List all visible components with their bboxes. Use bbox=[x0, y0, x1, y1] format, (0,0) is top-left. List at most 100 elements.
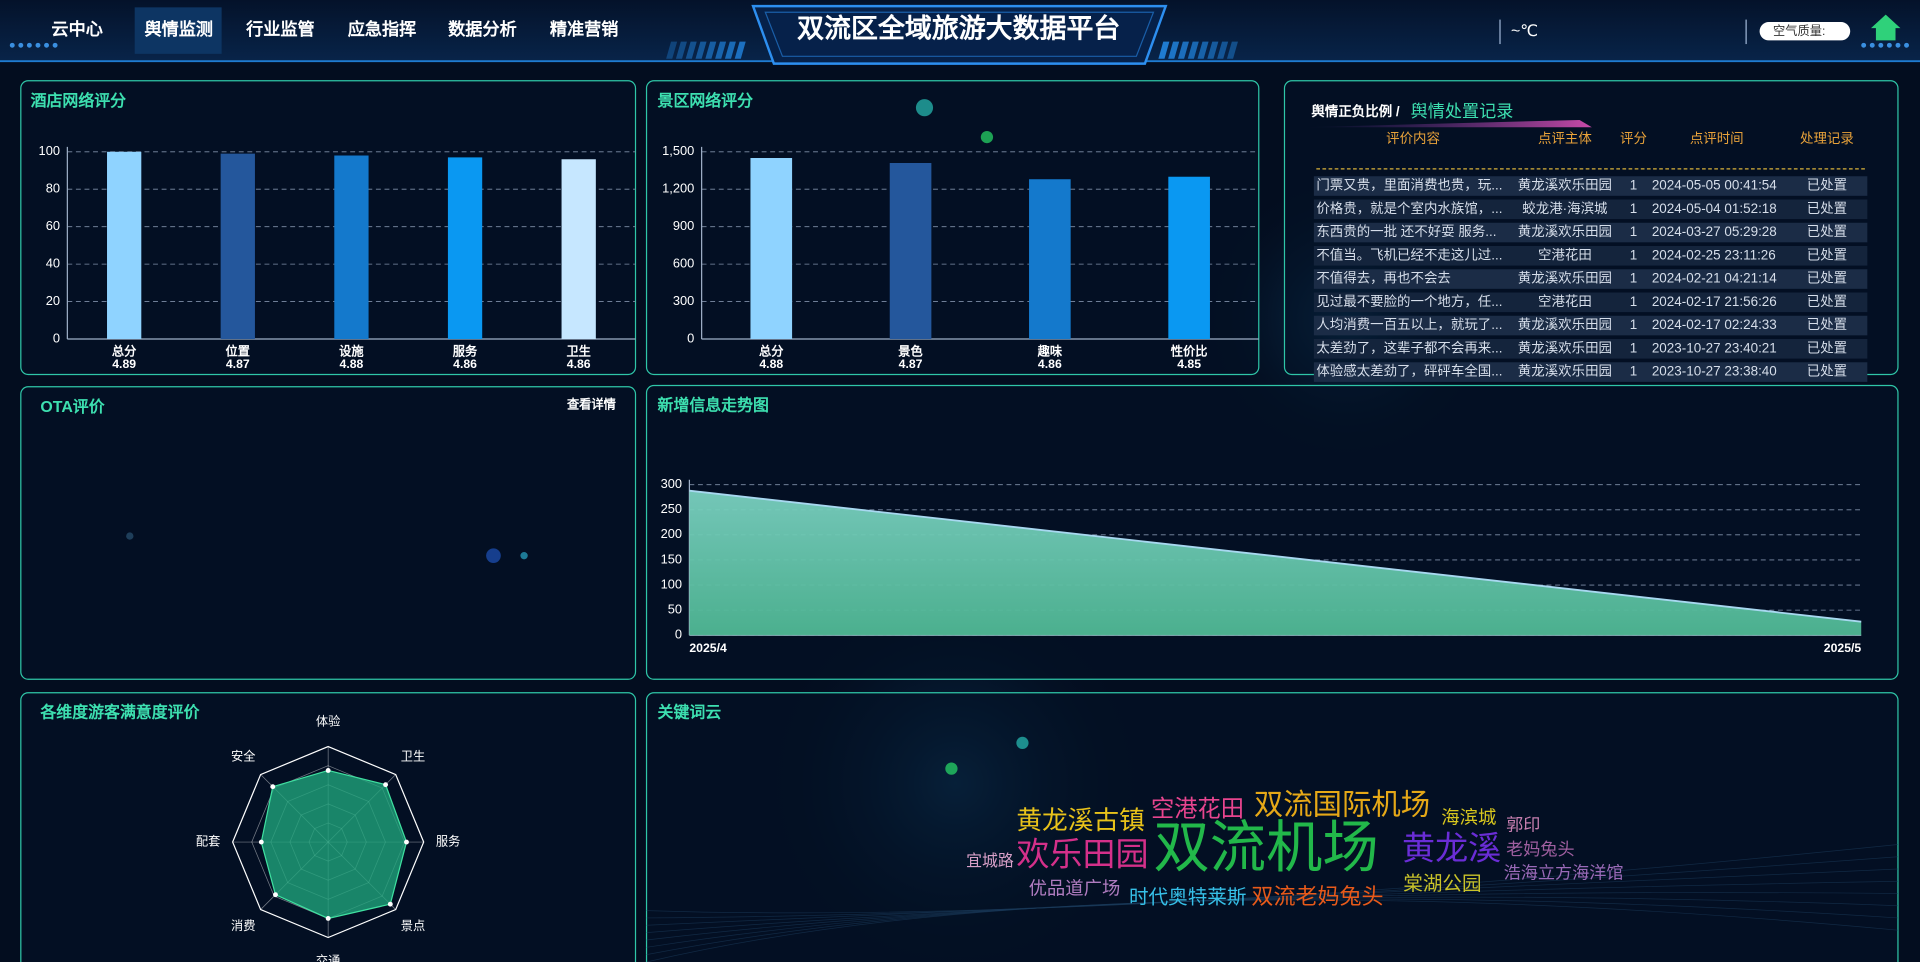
table-cell: 2024-02-21 04:21:14 bbox=[1652, 271, 1777, 286]
bar bbox=[334, 155, 369, 340]
radar-ring bbox=[231, 745, 425, 939]
x-tick-label: 卫生 bbox=[566, 344, 590, 359]
y-tick-label: 300 bbox=[673, 293, 694, 308]
column-header: 评分 bbox=[1620, 131, 1647, 146]
table-row bbox=[1313, 199, 1868, 220]
page-title: 双流区全域旅游大数据平台 bbox=[797, 13, 1120, 44]
table-cell: 门票又贵，里面消费也贵，玩... bbox=[1316, 178, 1502, 193]
nav-item[interactable]: 行业监管 bbox=[245, 19, 315, 39]
table-row bbox=[1313, 246, 1868, 266]
table-cell: 1 bbox=[1630, 178, 1637, 193]
stripe bbox=[666, 41, 678, 59]
radar-point bbox=[387, 901, 393, 907]
keyword: 黄龙溪古镇 bbox=[1016, 806, 1144, 835]
table-cell: 已处置 bbox=[1807, 317, 1847, 332]
score-label: 4.87 bbox=[899, 357, 923, 371]
nav-item[interactable]: 舆情监测 bbox=[145, 19, 214, 39]
dot bbox=[9, 42, 15, 48]
stripe bbox=[1197, 41, 1209, 59]
y-tick-label: 300 bbox=[661, 476, 682, 491]
panel bbox=[645, 692, 1899, 962]
nav-item[interactable]: 应急指挥 bbox=[348, 19, 417, 39]
tab-underline bbox=[1304, 119, 1592, 128]
table-cell: 已处置 bbox=[1807, 224, 1847, 239]
panel-title: OTA评价 bbox=[40, 398, 104, 416]
table-cell: 已处置 bbox=[1807, 271, 1847, 286]
y-tick-label: 150 bbox=[661, 551, 682, 566]
keyword: 海滨城 bbox=[1441, 807, 1496, 828]
x-tick-label: 景色 bbox=[898, 344, 923, 359]
y-tick-label: 100 bbox=[39, 143, 60, 158]
table-cell: 2024-02-25 23:11:26 bbox=[1652, 247, 1776, 262]
y-tick-label: 250 bbox=[661, 501, 682, 516]
radar-point bbox=[258, 839, 264, 845]
nav-item[interactable]: 精准营销 bbox=[550, 19, 619, 39]
dot bbox=[945, 762, 958, 775]
y-tick-label: 600 bbox=[673, 256, 694, 271]
stripe bbox=[1207, 41, 1219, 59]
keyword: 郭印 bbox=[1506, 815, 1540, 835]
x-tick-label: 2025/4 bbox=[689, 641, 727, 655]
x-tick-label: 性价比 bbox=[1170, 344, 1208, 359]
score-label: 4.86 bbox=[567, 357, 591, 371]
nav-item[interactable]: 云中心 bbox=[51, 19, 102, 39]
table-cell: 已处置 bbox=[1807, 247, 1847, 262]
panel-title: 新增信息走势图 bbox=[658, 396, 769, 415]
y-tick-label: 900 bbox=[673, 218, 694, 233]
column-header: 点评主体 bbox=[1538, 131, 1592, 146]
table-cell: 黄龙溪欢乐田园 bbox=[1518, 340, 1612, 355]
keyword: 老妈兔头 bbox=[1506, 839, 1575, 859]
table-cell: 已处置 bbox=[1807, 178, 1847, 193]
keyword: 浩海立方海洋馆 bbox=[1504, 862, 1624, 882]
table-cell: 太差劲了，这辈子都不会再来... bbox=[1316, 339, 1502, 355]
bar bbox=[889, 163, 932, 340]
panel-title: 关键词云 bbox=[658, 703, 722, 722]
x-tick-label: 总分 bbox=[759, 344, 784, 359]
table-cell: 黄龙溪欢乐田园 bbox=[1518, 178, 1612, 193]
keyword: 棠湖公园 bbox=[1403, 873, 1481, 895]
score-label: 4.88 bbox=[340, 357, 364, 371]
tab[interactable]: 舆情正负比例 / bbox=[1311, 103, 1399, 119]
tab-active[interactable]: 舆情处置记录 bbox=[1411, 101, 1514, 121]
table-cell: 蛟龙港·海滨城 bbox=[1522, 201, 1608, 216]
stripe bbox=[705, 41, 717, 59]
table-cell: 1 bbox=[1630, 247, 1637, 262]
table-cell: 1 bbox=[1630, 317, 1637, 332]
radar-label: 安全 bbox=[231, 748, 255, 763]
table-cell: 2024-02-17 21:56:26 bbox=[1652, 294, 1777, 309]
dot bbox=[1895, 42, 1901, 48]
x-tick-label: 趣味 bbox=[1037, 344, 1063, 359]
stripe bbox=[724, 41, 736, 59]
x-tick-label: 设施 bbox=[339, 344, 364, 359]
table-cell: 2023-10-27 23:40:21 bbox=[1652, 340, 1777, 355]
table-cell: 1 bbox=[1630, 340, 1637, 355]
bar bbox=[1029, 179, 1071, 340]
panel-title: 酒店网络评分 bbox=[31, 91, 127, 110]
home-icon[interactable] bbox=[1871, 14, 1901, 41]
column-header: 评价内容 bbox=[1386, 130, 1440, 146]
line bbox=[689, 489, 1862, 623]
bar bbox=[1168, 176, 1210, 340]
table-cell: 2024-05-04 01:52:18 bbox=[1652, 201, 1777, 216]
table-cell: 已处置 bbox=[1807, 340, 1847, 355]
table-row bbox=[1313, 339, 1868, 359]
stripe bbox=[1168, 41, 1180, 59]
table-cell: 1 bbox=[1630, 364, 1637, 379]
nav-item[interactable]: 数据分析 bbox=[448, 19, 517, 39]
table-cell: 价格贵，就是个室内水族馆，... bbox=[1316, 200, 1502, 216]
y-tick-label: 1,200 bbox=[662, 181, 694, 196]
table-cell: 已处置 bbox=[1807, 294, 1847, 309]
table-row bbox=[1313, 362, 1868, 382]
keyword: 欢乐田园 bbox=[1016, 836, 1148, 873]
stripe bbox=[695, 41, 707, 59]
table-cell: 人均消费一百五以上，就玩了... bbox=[1316, 317, 1502, 332]
table-cell: 已处置 bbox=[1807, 201, 1847, 216]
table-cell: 见过最不要脸的一个地方，任... bbox=[1316, 294, 1502, 309]
keyword: 双流老妈兔头 bbox=[1251, 884, 1383, 909]
x-tick-label: 2025/5 bbox=[1824, 641, 1862, 655]
stripe bbox=[685, 41, 697, 59]
dot bbox=[18, 42, 24, 48]
detail-link[interactable]: 查看详情 bbox=[566, 396, 616, 411]
